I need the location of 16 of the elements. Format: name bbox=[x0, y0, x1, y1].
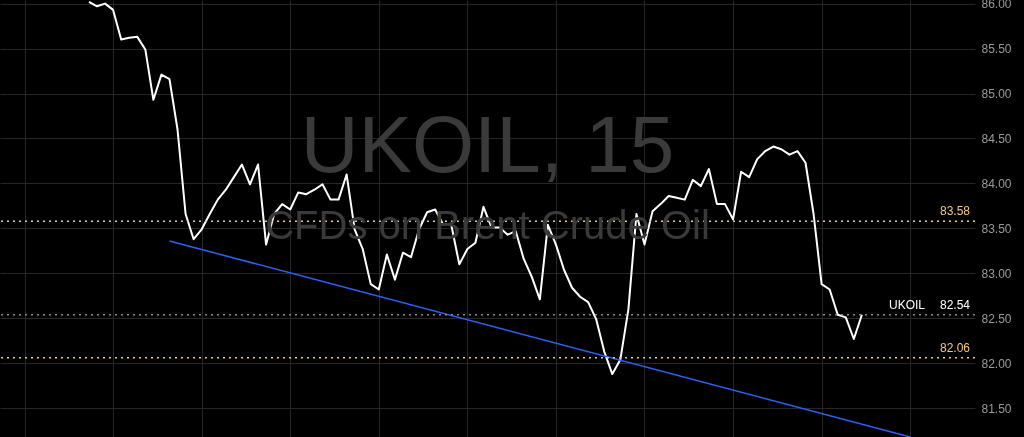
y-tick-label: 81.50 bbox=[981, 401, 1012, 416]
y-tick-label: 85.00 bbox=[981, 87, 1012, 102]
line-series bbox=[87, 0, 863, 376]
y-tick-label: 82.50 bbox=[981, 311, 1012, 326]
ref-line-label: 82.06 bbox=[939, 340, 971, 355]
y-tick-label: 83.00 bbox=[981, 266, 1012, 281]
y-tick-label: 84.00 bbox=[981, 176, 1012, 191]
ref-line-label: 82.54 bbox=[939, 297, 971, 312]
text: UKOIL, 15 bbox=[300, 99, 675, 189]
y-tick-label: 82.00 bbox=[981, 356, 1012, 371]
y-tick-label: 83.50 bbox=[981, 221, 1012, 236]
annotation: UKOIL bbox=[888, 297, 926, 312]
y-tick-label: 85.50 bbox=[981, 42, 1012, 57]
y-tick-label: 86.00 bbox=[981, 0, 1012, 12]
ref-line-label: 83.58 bbox=[939, 204, 971, 219]
y-tick-label: 84.50 bbox=[981, 131, 1012, 146]
